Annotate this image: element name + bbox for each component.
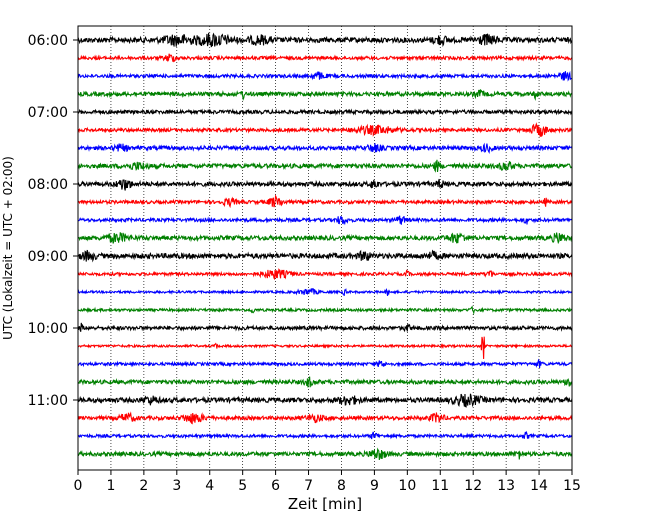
trace-0745 <box>77 159 573 173</box>
trace-1015 <box>77 336 573 359</box>
vertical-grid <box>110 26 540 470</box>
x-tick-label: 5 <box>238 478 247 494</box>
trace-0645 <box>77 89 573 102</box>
x-axis: 0 1 2 3 4 5 6 7 8 9 10 11 12 13 14 15 <box>74 470 581 494</box>
trace-0830 <box>77 215 573 226</box>
y-tick-label: 06:00 <box>28 33 68 49</box>
x-tick-label: 7 <box>304 478 313 494</box>
x-tick-label: 15 <box>563 478 581 494</box>
trace-1145 <box>77 447 573 460</box>
x-tick-label: 14 <box>530 478 548 494</box>
y-tick-label: 10:00 <box>28 321 68 337</box>
trace-0915 <box>77 268 573 281</box>
plot-frame <box>77 25 573 471</box>
trace-0800 <box>77 178 573 191</box>
trace-1045 <box>77 376 573 388</box>
trace-1115 <box>77 411 573 425</box>
x-tick-label: 13 <box>497 478 515 494</box>
trace-1130 <box>77 430 573 440</box>
x-tick-label: 1 <box>106 478 115 494</box>
trace-group <box>77 32 573 460</box>
y-axis: 06:00 07:00 08:00 09:00 10:00 11:00 <box>28 33 78 409</box>
x-tick-label: 4 <box>205 478 214 494</box>
trace-0600 <box>77 32 573 48</box>
y-tick-label: 11:00 <box>28 393 68 409</box>
y-axis-label: UTC (Lokalzeit = UTC + 02:00) <box>1 156 15 340</box>
x-tick-label: 9 <box>370 478 379 494</box>
trace-0815 <box>77 194 573 209</box>
y-tick-label: 09:00 <box>28 249 68 265</box>
y-tick-label: 07:00 <box>28 105 68 121</box>
trace-1030 <box>77 358 573 369</box>
x-tick-label: 11 <box>431 478 449 494</box>
x-tick-label: 6 <box>271 478 280 494</box>
trace-0930 <box>77 287 573 296</box>
trace-1000 <box>77 322 573 333</box>
trace-0945 <box>77 305 573 316</box>
x-tick-label: 10 <box>398 478 416 494</box>
trace-0845 <box>77 232 573 245</box>
trace-0630 <box>77 70 573 82</box>
x-tick-label: 3 <box>172 478 181 494</box>
trace-0615 <box>77 53 573 63</box>
x-tick-label: 8 <box>337 478 346 494</box>
trace-0715 <box>77 122 573 137</box>
x-tick-label: 2 <box>139 478 148 494</box>
x-tick-label: 12 <box>464 478 482 494</box>
trace-0900 <box>77 249 573 263</box>
x-tick-label: 0 <box>74 478 83 494</box>
y-tick-label: 08:00 <box>28 177 68 193</box>
trace-0700 <box>77 108 573 116</box>
trace-0730 <box>77 142 573 155</box>
x-axis-label: Zeit [min] <box>288 495 362 513</box>
trace-1100 <box>77 393 573 408</box>
